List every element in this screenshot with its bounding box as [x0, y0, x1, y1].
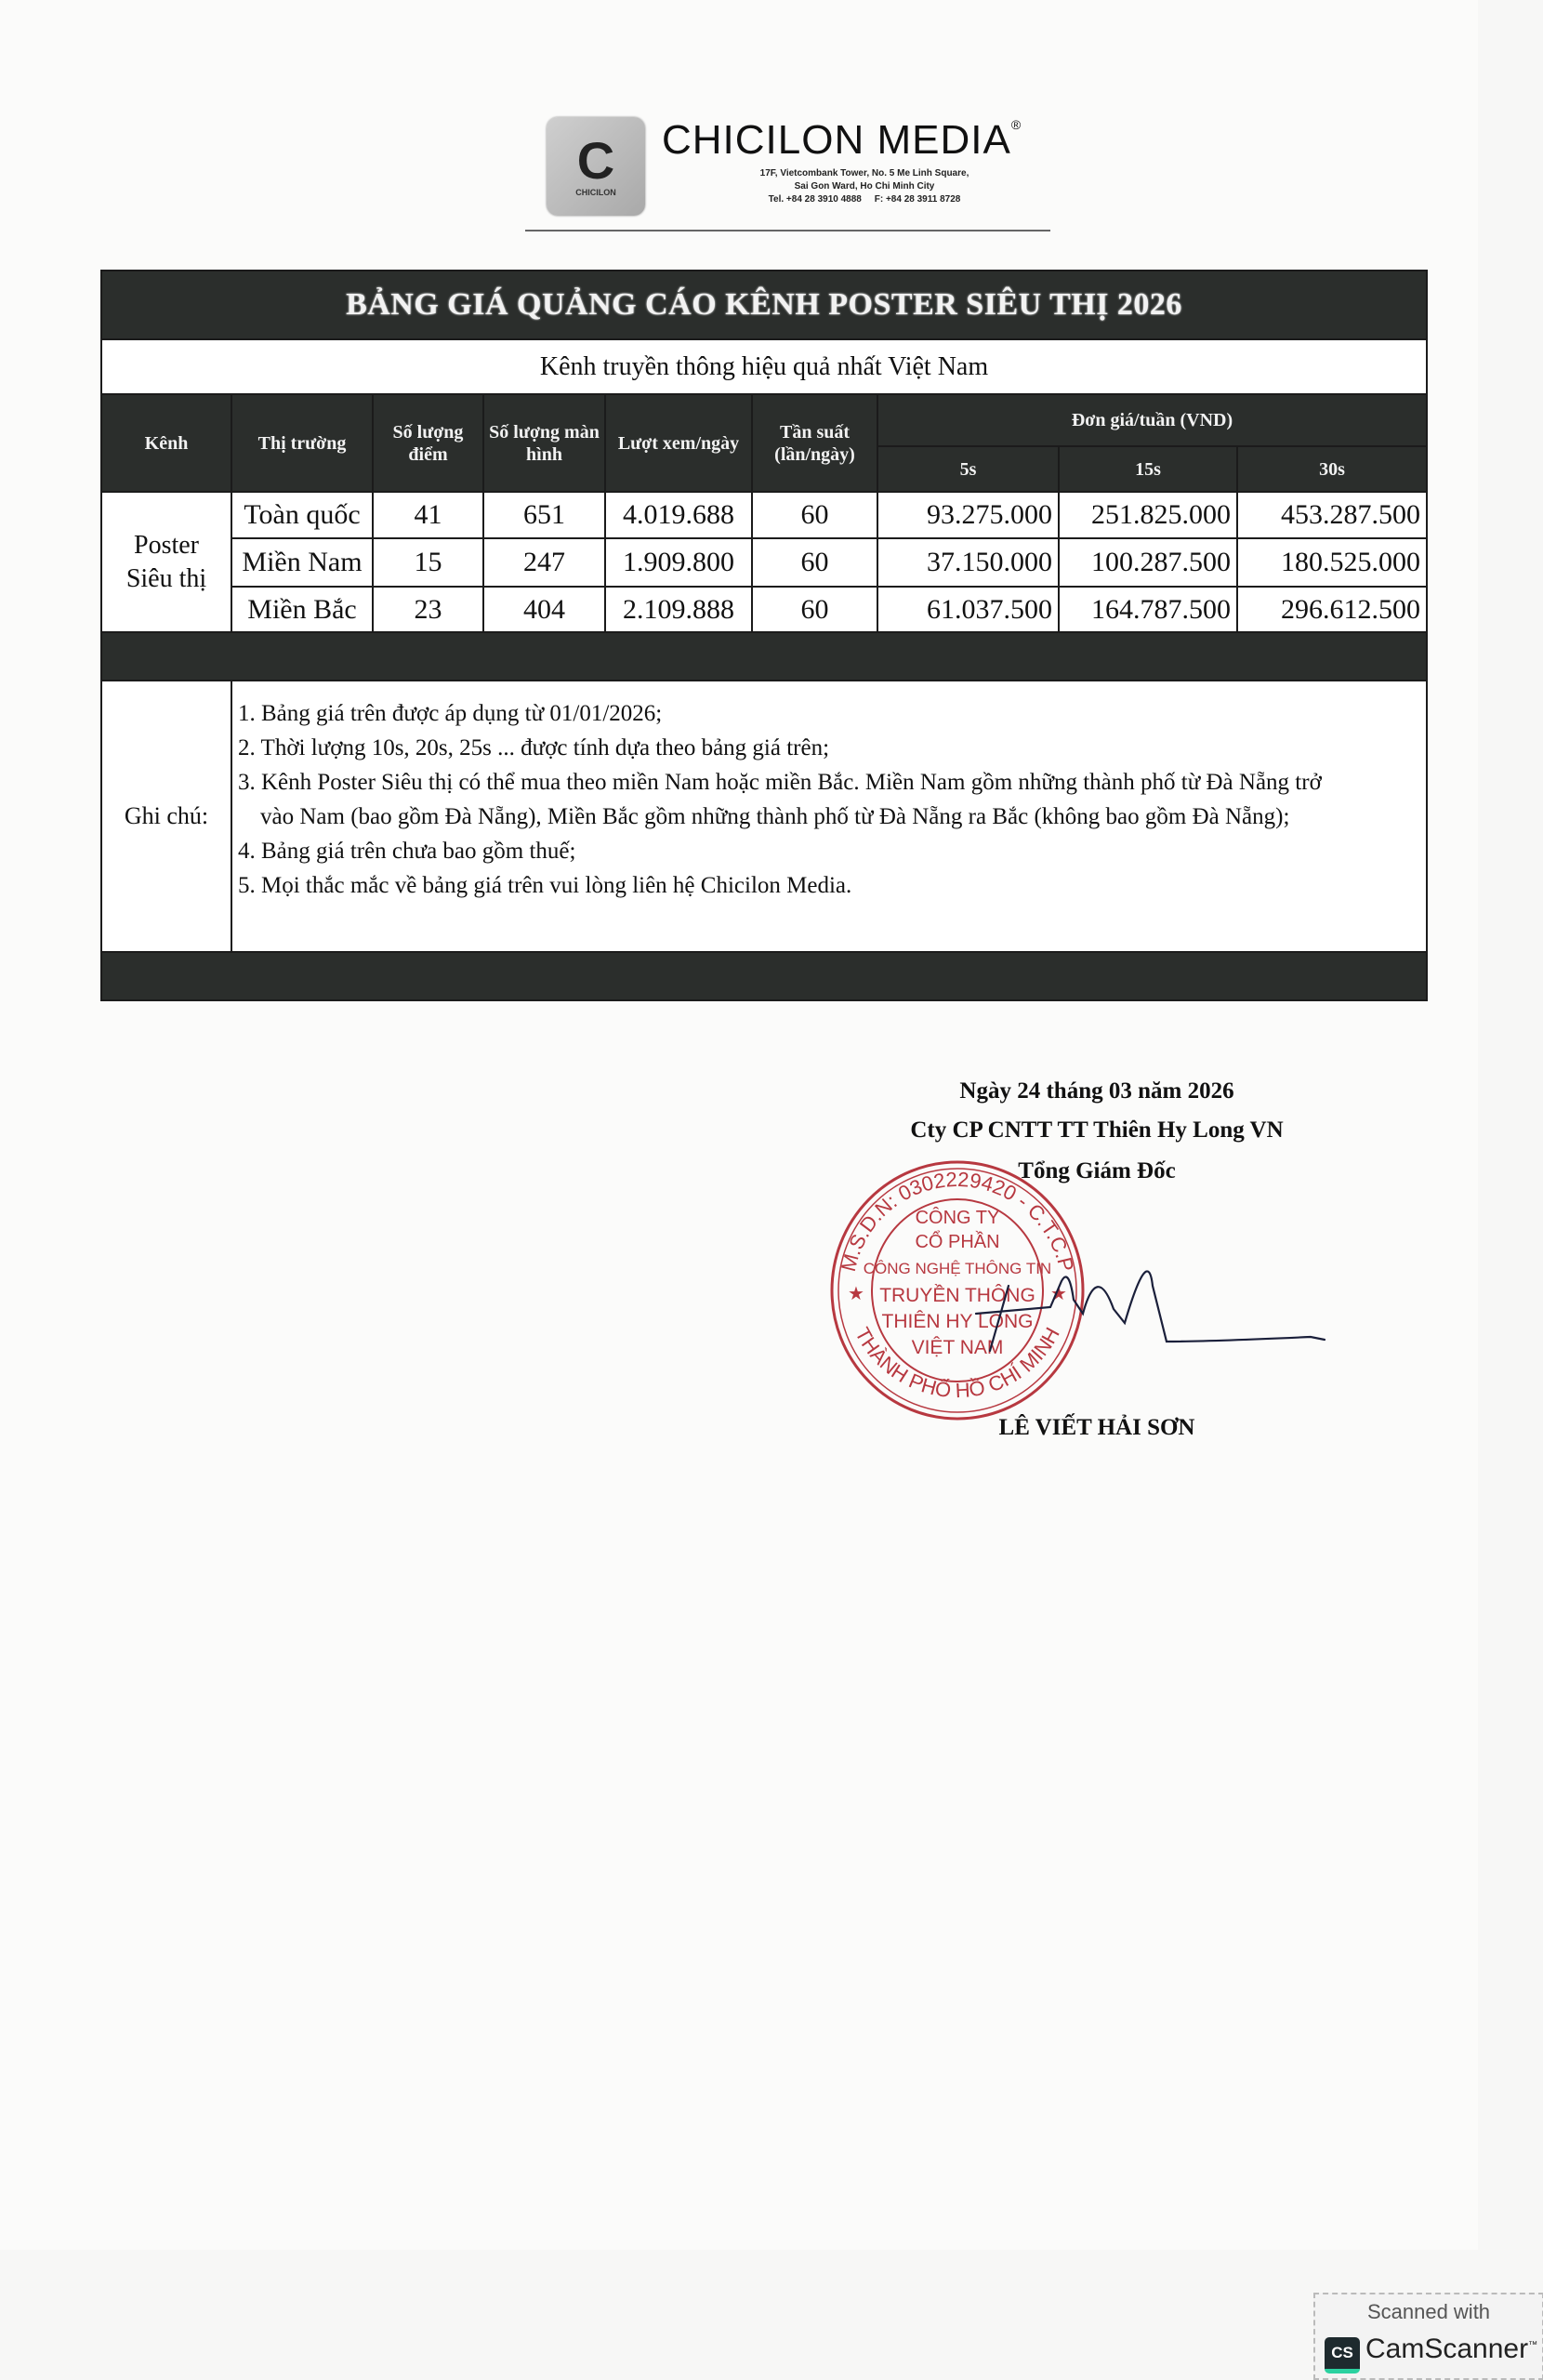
col-luot-xem: Lượt xem/ngày [604, 393, 753, 493]
col-kenh: Kênh [100, 393, 232, 493]
price-5s-cell: 93.275.000 [877, 491, 1060, 539]
watermark-name: CamScanner [1365, 2334, 1529, 2364]
svg-text:★: ★ [848, 1284, 864, 1304]
signatory-name: LÊ VIẾT HẢI SƠN [998, 1415, 1195, 1440]
table-title: BẢNG GIÁ QUẢNG CÁO KÊNH POSTER SIÊU THỊ … [99, 270, 1429, 340]
watermark-brand: CamScanner™ [1365, 2334, 1537, 2365]
col-thi-truong: Thị trường [231, 393, 374, 493]
points-cell: 15 [372, 537, 484, 588]
col-30s: 30s [1235, 445, 1429, 493]
col-15s: 15s [1058, 445, 1238, 493]
signature-position: Tổng Giám Đốc [1018, 1158, 1176, 1183]
freq-cell: 60 [751, 537, 878, 588]
company-stamp-and-signature: M.S.D.N: 0302229420 - C.T.C.P THÀNH PHỐ … [830, 1160, 1326, 1421]
contact-line: Tel. +84 28 3910 4888 F: +84 28 3911 872… [768, 194, 961, 205]
channel-cell: Poster Siêu thị [100, 491, 232, 633]
company-stamp: M.S.D.N: 0302229420 - C.T.C.P THÀNH PHỐ … [830, 1160, 1085, 1421]
price-15s-cell: 164.787.500 [1058, 586, 1238, 633]
address-line-1: 17F, Vietcombank Tower, No. 5 Me Linh Sq… [759, 168, 969, 178]
price-30s-cell: 296.612.500 [1235, 586, 1429, 633]
screens-cell: 651 [482, 491, 606, 539]
company-address: 17F, Vietcombank Tower, No. 5 Me Linh Sq… [706, 167, 1022, 206]
views-cell: 4.019.688 [604, 491, 753, 539]
note-item-continuation: vào Nam (bao gồm Đà Nẵng), Miền Bắc gồm … [260, 804, 1290, 829]
camscanner-watermark: Scanned with CS CamScanner™ [1313, 2293, 1543, 2380]
chicilon-logo: C CHICILON [547, 117, 645, 216]
address-line-2: Sai Gon Ward, Ho Chi Minh City [794, 181, 935, 192]
points-cell: 41 [372, 491, 484, 539]
col-5s: 5s [877, 445, 1060, 493]
watermark-tm: ™ [1528, 2340, 1538, 2350]
logo-small-text: CHICILON [575, 188, 616, 197]
note-item: 4. Bảng giá trên chưa bao gồm thuế; [238, 839, 576, 864]
market-cell: Miền Bắc [231, 586, 374, 633]
stamp-line: VIỆT NAM [912, 1337, 1004, 1358]
note-item: 1. Bảng giá trên được áp dụng từ 01/01/2… [238, 701, 663, 726]
note-item: 5. Mọi thắc mắc về bảng giá trên vui lòn… [238, 873, 852, 898]
registered-mark: ® [1010, 117, 1022, 132]
price-table: BẢNG GIÁ QUẢNG CÁO KÊNH POSTER SIÊU THỊ … [99, 270, 1429, 1001]
price-5s-cell: 61.037.500 [877, 586, 1060, 633]
table-subtitle: Kênh truyền thông hiệu quả nhất Việt Nam [99, 338, 1429, 395]
notes-label: Ghi chú: [100, 680, 232, 953]
market-cell: Toàn quốc [231, 491, 374, 539]
stamp-line: TRUYỀN THÔNG [879, 1285, 1035, 1306]
table-row: Miền Nam 15 247 1.909.800 60 37.150.000 … [101, 537, 1429, 588]
note-item: 3. Kênh Poster Siêu thị có thể mua theo … [238, 770, 1322, 795]
logo-c-mark: C [576, 131, 615, 190]
market-cell: Miền Nam [231, 537, 374, 588]
price-30s-cell: 453.287.500 [1235, 491, 1429, 539]
stamp-line: CỔ PHẦN [915, 1230, 999, 1252]
views-cell: 1.909.800 [604, 537, 753, 588]
col-tan-suat: Tần suất (lần/ngày) [751, 393, 878, 493]
stamp-line: CÔNG NGHỆ THÔNG TIN [864, 1260, 1051, 1277]
col-so-luong-diem: Số lượng điểm [372, 393, 484, 493]
footer-bar [99, 951, 1429, 1001]
freq-cell: 60 [751, 491, 878, 539]
price-15s-cell: 100.287.500 [1058, 537, 1238, 588]
header-divider [525, 230, 1050, 231]
price-30s-cell: 180.525.000 [1235, 537, 1429, 588]
col-don-gia: Đơn giá/tuần (VND) [876, 393, 1429, 447]
freq-cell: 60 [751, 586, 878, 633]
separator-bar [99, 631, 1429, 681]
brand-name-text: CHICILON MEDIA [662, 117, 1011, 163]
table-row: Miền Bắc 23 404 2.109.888 60 61.037.500 … [101, 586, 1429, 633]
col-so-luong-man-hinh: Số lượng màn hình [482, 393, 606, 493]
signature-company: Cty CP CNTT TT Thiên Hy Long VN [910, 1117, 1284, 1143]
note-item: 2. Thời lượng 10s, 20s, 25s ... được tín… [238, 735, 830, 760]
screens-cell: 404 [482, 586, 606, 633]
table-row: Poster Siêu thị Toàn quốc 41 651 4.019.6… [100, 491, 1429, 633]
brand-name: CHICILON MEDIA® [662, 117, 1022, 164]
camscanner-logo-icon: CS [1325, 2337, 1360, 2373]
views-cell: 2.109.888 [604, 586, 753, 633]
stamp-line: THIÊN HY LONG [882, 1311, 1034, 1332]
points-cell: 23 [372, 586, 484, 633]
signature-date: Ngày 24 tháng 03 năm 2026 [959, 1078, 1234, 1104]
price-5s-cell: 37.150.000 [877, 537, 1060, 588]
notes-list: 1. Bảng giá trên được áp dụng từ 01/01/2… [230, 680, 1429, 953]
stamp-line: CÔNG TY [916, 1207, 1000, 1228]
watermark-top-text: Scanned with [1366, 2300, 1491, 2323]
handwritten-signature [974, 1270, 1326, 1353]
screens-cell: 247 [482, 537, 606, 588]
price-15s-cell: 251.825.000 [1058, 491, 1238, 539]
